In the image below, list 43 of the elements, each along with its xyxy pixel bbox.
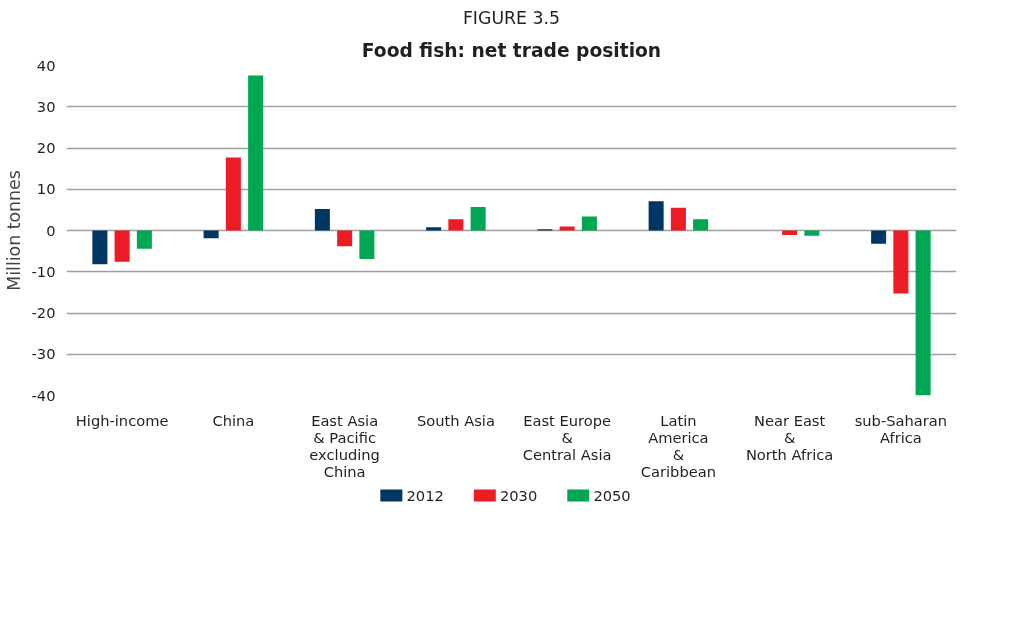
bar (314, 209, 330, 231)
legend-label: 2030 (499, 486, 538, 504)
y-tick-label: -10 (31, 262, 56, 280)
bar (648, 201, 664, 231)
x-tick-label: East Europe & Central Asia (522, 411, 612, 463)
bar (915, 230, 931, 396)
x-tick-label: South Asia (416, 411, 495, 429)
x-tick-label: East Asia & Pacific excluding China (309, 411, 380, 480)
bar (804, 230, 820, 236)
x-tick-label: Latin America & Caribbean (640, 411, 716, 480)
bar (559, 226, 575, 231)
chart-title: Food fish: net trade position (361, 39, 662, 61)
x-tick-label: China (212, 411, 255, 429)
bar (693, 219, 709, 231)
bar (337, 230, 353, 247)
y-tick-label: 0 (46, 221, 56, 239)
legend-label: 2050 (593, 486, 631, 504)
x-tick-label: sub-Saharan Africa (854, 411, 948, 446)
y-tick-label: 40 (36, 56, 56, 74)
bar (448, 219, 464, 231)
bar (893, 230, 909, 294)
bar (871, 230, 887, 244)
legend-label: 2012 (406, 486, 444, 504)
y-tick-label: 10 (36, 180, 56, 198)
bar (92, 230, 108, 265)
y-tick-label: -30 (31, 345, 56, 363)
bar (470, 206, 486, 231)
bar (359, 230, 375, 259)
chart-subtitle: FIGURE 3.5 (462, 7, 561, 28)
y-tick-label: -40 (31, 386, 56, 404)
bar (136, 230, 152, 249)
bar (225, 157, 241, 231)
x-tick-label: Near East & North Africa (745, 411, 834, 463)
bar (248, 75, 264, 231)
bar (581, 216, 597, 231)
bar (670, 207, 686, 231)
y-tick-label: 30 (36, 97, 56, 115)
y-axis-title: Million tonnes (3, 170, 24, 291)
y-tick-label: 20 (36, 139, 56, 156)
x-tick-label: High-income (75, 411, 169, 429)
bar (114, 230, 130, 262)
bar (426, 227, 442, 231)
y-tick-label: -20 (31, 304, 56, 321)
